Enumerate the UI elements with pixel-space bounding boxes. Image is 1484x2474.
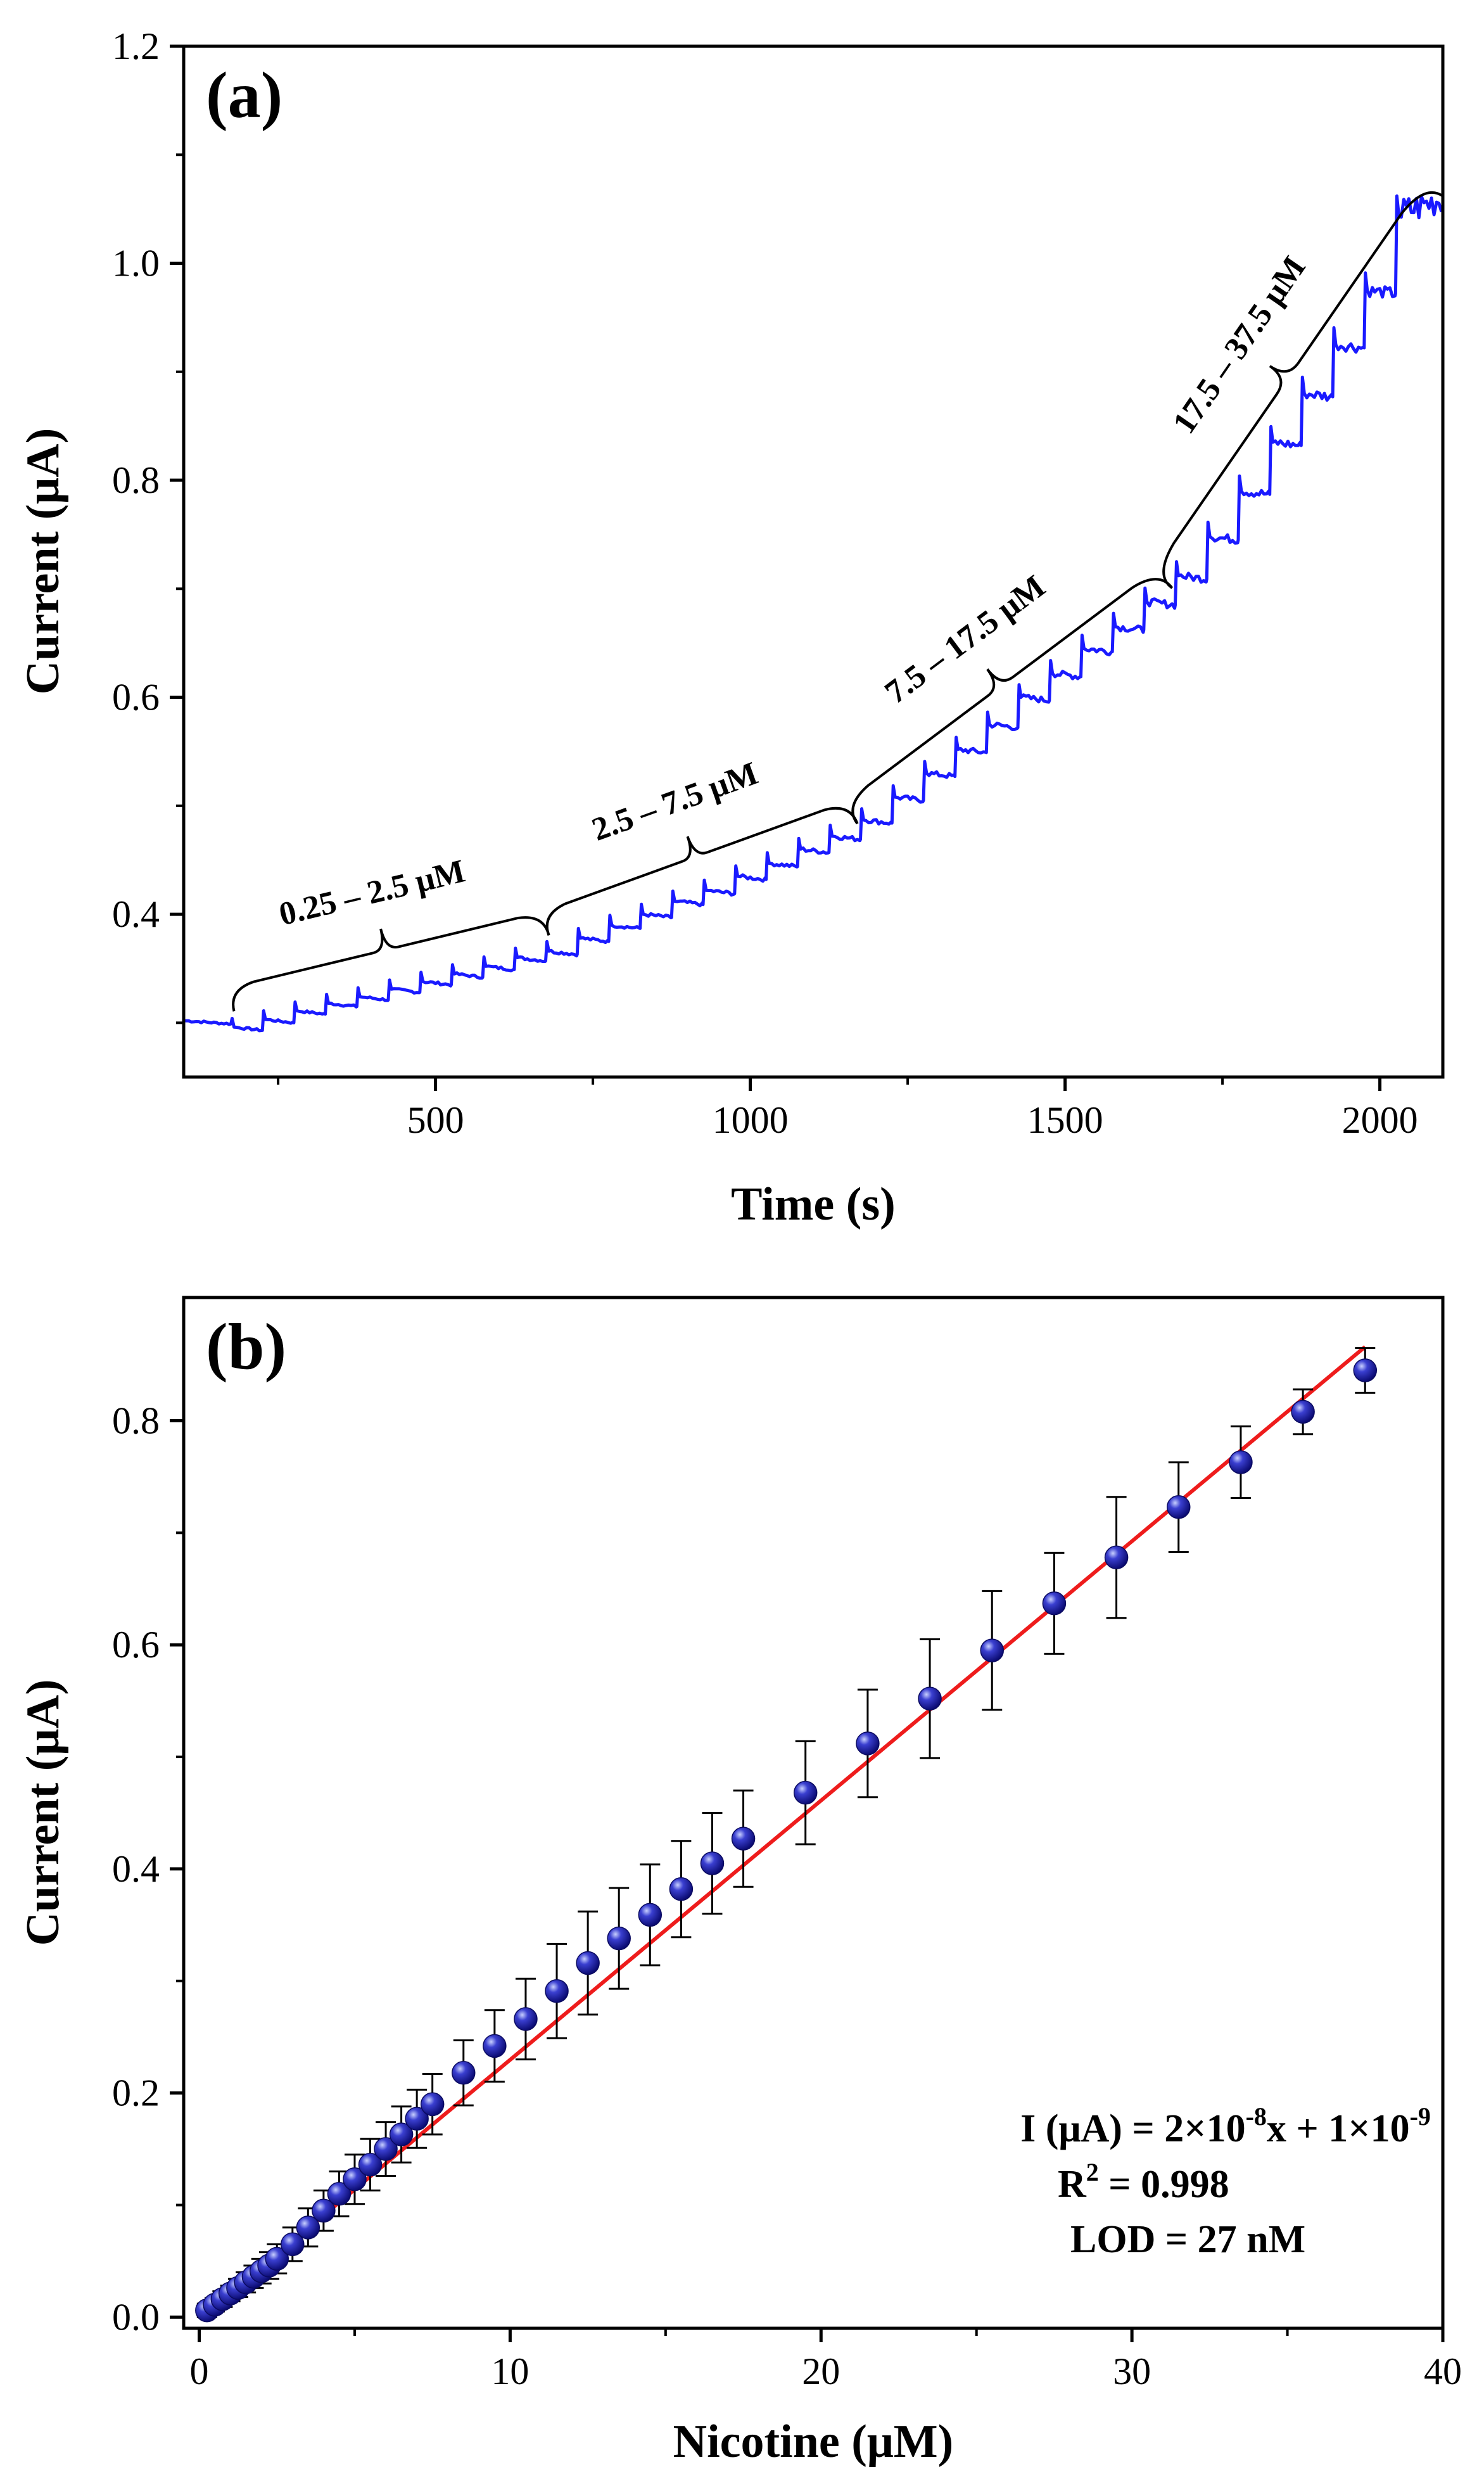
panel-a-range-label: 0.25 – 2.5 μM: [276, 853, 469, 933]
panel-b-y-tick-label: 0.2: [112, 2072, 160, 2114]
panel-a-y-tick-label: 1.2: [112, 25, 160, 67]
panel-b-x-axis-title: Nicotine (μM): [673, 2416, 954, 2468]
panel-b-y-tick-label: 0.4: [112, 1848, 160, 1890]
panel-b-x-tick-label: 40: [1424, 2350, 1462, 2392]
data-point: [358, 2153, 383, 2177]
panel-a: (a) 0.25 – 2.5 μM 2.5 – 7.5 μM 7.5 – 17.5 …: [17, 25, 1445, 1230]
data-point: [1229, 1450, 1253, 1474]
data-point: [374, 2137, 398, 2161]
data-point: [545, 1979, 569, 2003]
panel-a-y-tick-label: 0.4: [112, 893, 160, 935]
data-point: [405, 2107, 429, 2131]
panel-a-current-trace: [183, 194, 1443, 1033]
panel-b-x-tick-label: 30: [1113, 2350, 1151, 2392]
equation-line-3: LOD = 27 nM: [1070, 2218, 1305, 2261]
data-point: [607, 1926, 631, 1951]
panel-b-data-points: [195, 1358, 1378, 2323]
data-point: [1104, 1545, 1129, 1570]
data-point: [312, 2198, 336, 2223]
panel-a-y-axis-ticks: 0.4 0.6 0.8 1.0 1.2: [112, 25, 184, 1024]
panel-b-plot-content: [195, 1345, 1378, 2323]
panel-a-x-tick-label: 1000: [713, 1099, 789, 1141]
equation-line-2: R2 = 0.998: [1058, 2158, 1229, 2206]
data-point: [731, 1827, 756, 1851]
data-point: [1167, 1495, 1191, 1519]
panel-a-annotations: 0.25 – 2.5 μM 2.5 – 7.5 μM 7.5 – 17.5 μM 17…: [232, 191, 1444, 1012]
panel-a-y-tick-label: 0.6: [112, 677, 160, 718]
data-point: [327, 2182, 352, 2206]
panel-b-label: (b): [206, 1310, 286, 1383]
data-point: [343, 2167, 367, 2191]
panel-a-label: (a): [206, 59, 282, 132]
panel-b-x-tick-label: 20: [802, 2350, 840, 2392]
data-point: [265, 2247, 289, 2271]
data-point: [669, 1877, 694, 1901]
panel-b-frame: [182, 1296, 1445, 2330]
panel-a-y-axis-title: Current (μA): [17, 428, 69, 695]
panel-a-range-label: 7.5 – 17.5 μM: [878, 568, 1052, 711]
panel-a-frame: [182, 44, 1445, 1079]
panel-a-range-label: 17.5 – 37.5 μM: [1166, 250, 1313, 440]
data-point: [638, 1903, 663, 1927]
panel-a-x-tick-label: 500: [407, 1099, 464, 1141]
panel-a-x-axis-ticks: 500 1000 1500 2000: [277, 1077, 1418, 1141]
panel-b-x-tick-label: 0: [190, 2350, 209, 2392]
panel-a-range-label: 2.5 – 7.5 μM: [587, 755, 763, 848]
panel-a-x-axis-title: Time (s): [731, 1178, 896, 1230]
panel-b-y-axis-ticks: 0.0 0.2 0.4 0.6 0.8: [112, 1400, 184, 2338]
panel-b-y-tick-label: 0.6: [112, 1624, 160, 1666]
data-point: [296, 2216, 320, 2240]
panel-a-range-brace: [232, 916, 550, 1012]
equation-line-1: I (μA) = 2×10-8x + 1×10-9: [1020, 2102, 1431, 2150]
data-point: [1291, 1400, 1315, 1424]
data-point: [793, 1780, 818, 1805]
panel-a-x-tick-label: 1500: [1027, 1099, 1103, 1141]
data-point: [281, 2232, 305, 2257]
data-point: [389, 2122, 414, 2146]
data-point: [980, 1638, 1004, 1662]
panel-b-x-axis-ticks: 0 10 20 30 40: [190, 2328, 1462, 2392]
panel-a-range-brace: [851, 578, 1174, 825]
panel-b-y-tick-label: 0.8: [112, 1400, 160, 1442]
panel-a-plot-content: 0.25 – 2.5 μM 2.5 – 7.5 μM 7.5 – 17.5 μM 17…: [183, 191, 1444, 1033]
data-point: [514, 2007, 538, 2031]
panel-b-x-tick-label: 10: [491, 2350, 529, 2392]
panel-a-y-tick-label: 1.0: [112, 243, 160, 284]
data-point: [918, 1687, 942, 1711]
data-point: [700, 1851, 725, 1875]
data-point: [1042, 1591, 1067, 1616]
panel-b-y-tick-label: 0.0: [112, 2296, 160, 2338]
panel-b-equation-box: I (μA) = 2×10-8x + 1×10-9 R2 = 0.998 LOD…: [1020, 2102, 1431, 2261]
data-point: [1353, 1358, 1378, 1382]
data-point: [576, 1951, 600, 1975]
data-point: [856, 1731, 880, 1756]
data-point: [483, 2034, 507, 2058]
panel-b: (b) 0 10 20 30 40 0.0 0.2 0.4 0.6 0.8 Nicotine (…: [17, 1296, 1462, 2468]
panel-a-x-tick-label: 2000: [1342, 1099, 1418, 1141]
panel-a-y-tick-label: 0.8: [112, 459, 160, 501]
data-point: [420, 2092, 445, 2117]
panel-b-y-axis-title: Current (μA): [17, 1680, 69, 1946]
data-point: [452, 2061, 476, 2085]
